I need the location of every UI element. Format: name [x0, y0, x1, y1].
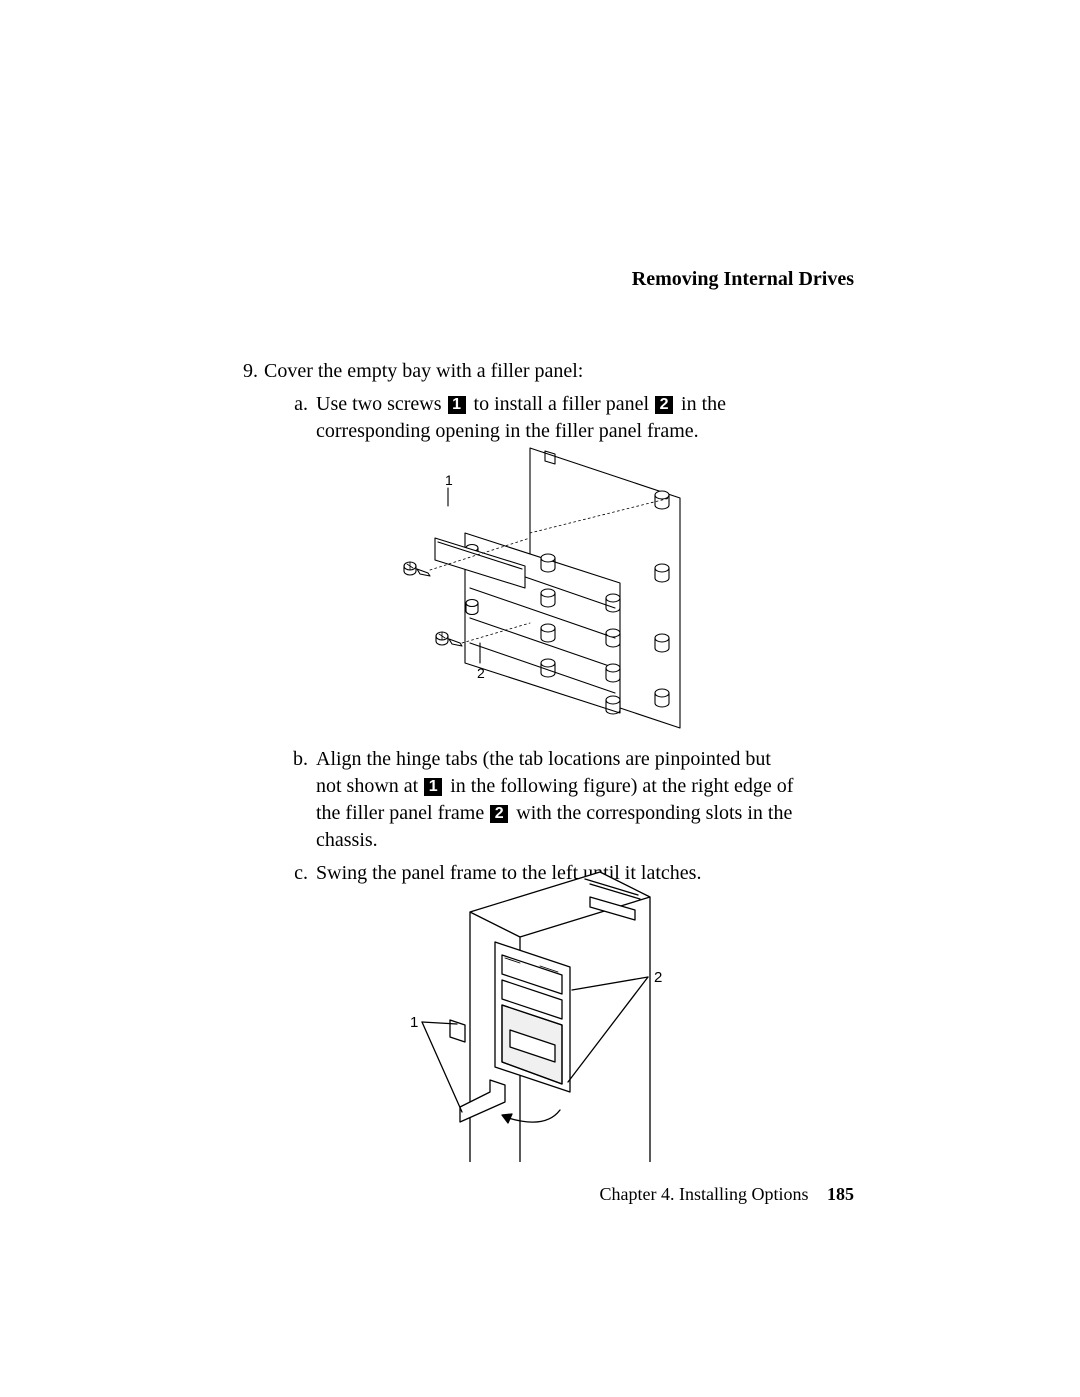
sub-a-content: Use two screws 1 to install a filler pan… [316, 391, 796, 445]
step-number: 9. [230, 358, 264, 451]
step-intro: Cover the empty bay with a filler panel: [264, 360, 583, 382]
figure2-label-2: 2 [654, 969, 662, 986]
sub-a-pre: Use two screws [316, 393, 447, 415]
step-number-spacer [230, 740, 264, 893]
sub-list: a. Use two screws 1 to install a filler … [264, 391, 860, 445]
page: Removing Internal Drives 9. Cover the em… [0, 0, 1080, 1397]
sub-b-content: Align the hinge tabs (the tab locations … [316, 746, 796, 854]
figure-2: 1 2 [390, 862, 690, 1162]
page-footer: Chapter 4. Installing Options 185 [600, 1184, 854, 1205]
sub-a-letter: a. [264, 391, 316, 445]
figure1-label-2: 2 [477, 665, 485, 681]
footer-page-number: 185 [827, 1184, 854, 1204]
figure1-label-1: 1 [445, 472, 453, 488]
callout-2-icon: 2 [655, 396, 673, 414]
sub-c-letter: c. [264, 860, 316, 887]
footer-chapter: Chapter 4. Installing Options [600, 1184, 809, 1204]
sub-a-mid1: to install a filler panel [469, 393, 655, 415]
callout-2b-icon: 2 [490, 805, 508, 823]
callout-1-icon: 1 [448, 396, 466, 414]
section-header: Removing Internal Drives [632, 268, 854, 291]
figure-1-svg: 1 2 [380, 438, 700, 738]
sub-a-row: a. Use two screws 1 to install a filler … [264, 391, 860, 445]
figure2-label-1: 1 [410, 1014, 418, 1031]
callout-1b-icon: 1 [424, 778, 442, 796]
sub-b-row: b. Align the hinge tabs (the tab locatio… [264, 746, 860, 854]
figure-2-svg: 1 2 [390, 862, 690, 1162]
figure-1: 1 2 [380, 438, 700, 738]
sub-b-letter: b. [264, 746, 316, 854]
